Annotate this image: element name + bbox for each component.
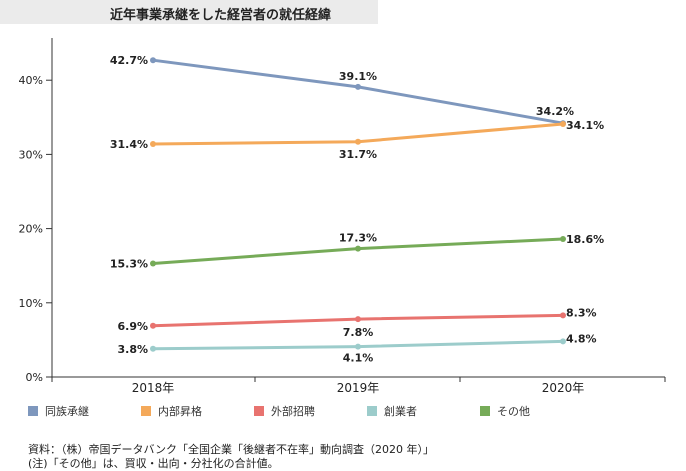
footnote: (注)「その他」は、買収・出向・分社化の合計値。 xyxy=(28,457,279,470)
data-point xyxy=(560,338,566,345)
data-label: 34.2% xyxy=(536,105,574,118)
legend-label: その他 xyxy=(497,405,530,418)
x-tick-label: 2020年 xyxy=(542,381,585,395)
data-point xyxy=(355,138,361,145)
legend-swatch xyxy=(28,406,38,416)
y-tick-label: 20% xyxy=(19,223,43,236)
data-label: 42.7% xyxy=(110,54,148,67)
chart-title: 近年事業承継をした経営者の就任経緯 xyxy=(110,8,332,23)
legend-swatch xyxy=(254,406,264,416)
data-point xyxy=(355,316,361,323)
data-label: 4.8% xyxy=(566,332,597,345)
data-label: 8.3% xyxy=(566,306,597,319)
data-point xyxy=(150,57,156,64)
data-label: 17.3% xyxy=(339,232,377,245)
legend-swatch xyxy=(480,406,490,416)
data-label: 31.4% xyxy=(110,138,148,151)
legend-label: 創業者 xyxy=(384,405,417,418)
data-label: 15.3% xyxy=(110,257,148,270)
legend-item-sonota: その他 xyxy=(480,403,530,419)
data-point xyxy=(560,312,566,319)
legend-label: 内部昇格 xyxy=(158,405,202,418)
line-chart: 0% 10% 20% 30% 40% 2018年 2019年 2020年 42.7% 39.1% 3… xyxy=(19,38,666,395)
source-note: 資料：（株）帝国データバンク「全国企業「後継者不在率」動向調査（2020 年）」 xyxy=(28,443,435,456)
y-tick-label: 10% xyxy=(19,297,43,310)
legend-label: 同族承継 xyxy=(45,405,89,418)
data-label: 34.1% xyxy=(566,119,604,132)
data-point xyxy=(355,83,361,90)
data-label: 31.7% xyxy=(339,148,377,161)
data-label: 3.8% xyxy=(117,343,148,356)
data-point xyxy=(355,245,361,252)
data-label: 39.1% xyxy=(339,70,377,83)
y-tick-label: 0% xyxy=(26,371,43,384)
legend-item-dozoku: 同族承継 xyxy=(28,403,89,419)
data-point xyxy=(150,260,156,267)
data-label: 6.9% xyxy=(117,320,148,333)
y-tick-label: 40% xyxy=(19,74,43,87)
data-point xyxy=(150,322,156,329)
title-bar xyxy=(0,0,378,24)
data-label: 7.8% xyxy=(343,326,374,339)
legend-item-gaibu: 外部招聘 xyxy=(254,403,315,419)
legend-item-naibu: 内部昇格 xyxy=(141,403,202,419)
data-point xyxy=(560,121,566,127)
y-tick-label: 30% xyxy=(19,148,43,161)
legend-swatch xyxy=(367,406,377,416)
data-point xyxy=(150,345,156,352)
data-point xyxy=(355,343,361,350)
legend-swatch xyxy=(141,406,151,416)
data-point xyxy=(150,141,156,147)
legend-label: 外部招聘 xyxy=(271,405,315,418)
legend-item-sogyo: 創業者 xyxy=(367,403,417,419)
data-label: 18.6% xyxy=(566,233,604,246)
data-point xyxy=(560,236,566,242)
x-tick-label: 2019年 xyxy=(337,381,380,395)
data-label: 4.1% xyxy=(343,352,374,365)
x-tick-label: 2018年 xyxy=(132,381,175,395)
